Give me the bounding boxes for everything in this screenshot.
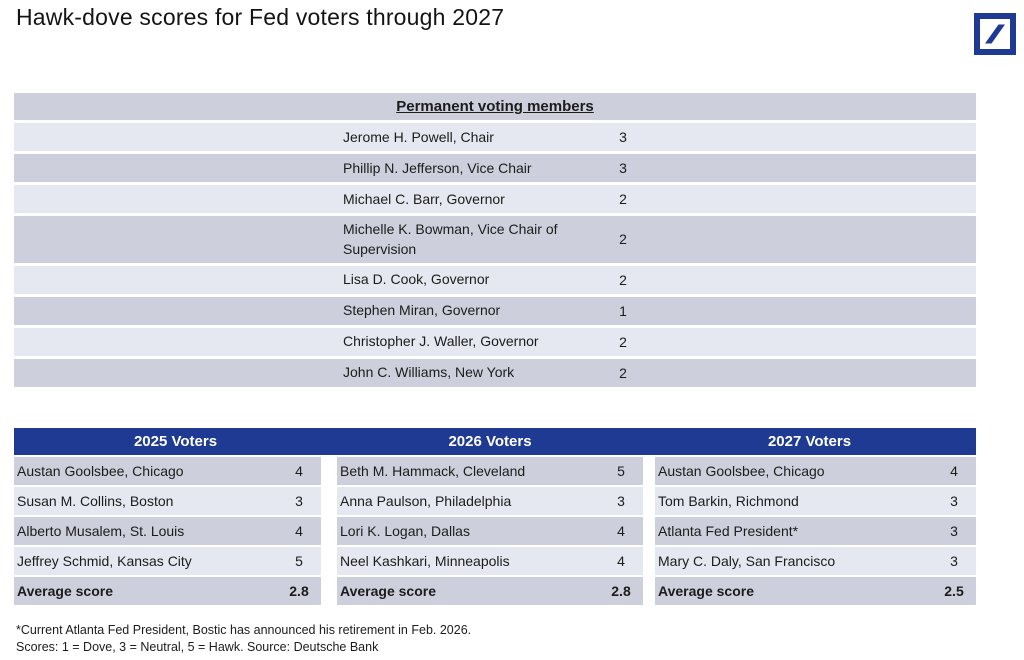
average-score: 2.8 [289,583,309,599]
voter-name: Austan Goolsbee, Chicago [658,463,825,479]
voters-header-2025: 2025 Voters [133,433,218,450]
voter-score: 4 [295,463,303,479]
db-slash-square-icon [974,13,1016,55]
voter-cell: Tom Barkin, Richmond 3 [655,487,976,515]
footnote-atlanta: *Current Atlanta Fed President, Bostic h… [16,623,472,637]
voter-cell: Lori K. Logan, Dallas 4 [337,517,643,545]
member-row: Michelle K. Bowman, Vice Chair of Superv… [14,216,976,263]
voters-header-2026: 2026 Voters [448,433,532,450]
member-row: Christopher J. Waller, Governor 2 [14,327,976,356]
voter-cell: Mary C. Daly, San Francisco 3 [655,547,976,575]
member-score: 3 [619,129,627,145]
average-label: Average score [340,583,436,599]
page-title: Hawk-dove scores for Fed voters through … [16,4,505,30]
voter-row: Jeffrey Schmid, Kansas City 5 Neel Kashk… [14,547,976,575]
voters-table: 2025 Voters 2026 Voters 2027 Voters Aust… [14,428,976,605]
permanent-table-header-label: Permanent voting members [396,98,594,115]
member-name: Stephen Miran, Governor [343,302,501,319]
member-row: Lisa D. Cook, Governor 2 [14,265,976,294]
member-score: 2 [619,191,627,207]
voter-score: 4 [617,553,625,569]
member-name: Phillip N. Jefferson, Vice Chair [343,159,532,176]
member-name: Lisa D. Cook, Governor [343,271,490,288]
voter-name: Austan Goolsbee, Chicago [17,463,184,479]
member-score: 3 [619,160,627,176]
member-name: Christopher J. Waller, Governor [343,333,539,350]
voter-score: 3 [950,493,958,509]
voter-cell: Austan Goolsbee, Chicago 4 [14,457,321,485]
average-row: Average score 2.8 Average score 2.8 Aver… [14,577,976,605]
member-score: 2 [619,231,627,248]
average-label: Average score [17,583,113,599]
voter-name: Mary C. Daly, San Francisco [658,553,836,569]
voter-name: Tom Barkin, Richmond [658,493,799,509]
average-score: 2.5 [944,583,964,599]
voter-name: Susan M. Collins, Boston [17,493,174,509]
average-score: 2.8 [611,583,631,599]
permanent-voters-table: Permanent voting members Jerome H. Powel… [14,93,976,387]
voter-score: 3 [950,553,958,569]
member-row: John C. Williams, New York 2 [14,358,976,387]
permanent-table-header: Permanent voting members [14,93,976,120]
deutsche-bank-logo [974,13,1016,55]
voter-name: Neel Kashkari, Minneapolis [340,553,510,569]
member-score: 1 [619,302,627,319]
voter-name: Jeffrey Schmid, Kansas City [17,553,192,569]
voter-score: 5 [617,463,625,479]
voters-table-header: 2025 Voters 2026 Voters 2027 Voters [14,428,976,455]
member-row: Michael C. Barr, Governor 2 [14,185,976,213]
voter-cell: Jeffrey Schmid, Kansas City 5 [14,547,321,575]
member-row: Jerome H. Powell, Chair 3 [14,123,976,151]
member-score: 2 [619,364,627,381]
voter-score: 5 [295,553,303,569]
voter-row: Susan M. Collins, Boston 3 Anna Paulson,… [14,487,976,515]
member-name: Jerome H. Powell, Chair [343,128,494,145]
footnote-scores-source: Scores: 1 = Dove, 3 = Neutral, 5 = Hawk.… [16,640,379,654]
voter-cell: Anna Paulson, Philadelphia 3 [337,487,643,515]
member-name: John C. Williams, New York [343,364,515,381]
average-cell: Average score 2.8 [14,577,321,605]
voter-name: Lori K. Logan, Dallas [340,523,470,539]
voter-name: Anna Paulson, Philadelphia [340,493,512,509]
voter-name: Atlanta Fed President* [658,523,799,539]
average-cell: Average score 2.8 [337,577,643,605]
voters-header-2027: 2027 Voters [767,433,852,450]
voter-cell: Austan Goolsbee, Chicago 4 [655,457,976,485]
voter-row: Austan Goolsbee, Chicago 4 Beth M. Hamma… [14,457,976,485]
voter-row: Alberto Musalem, St. Louis 4 Lori K. Log… [14,517,976,545]
member-score: 2 [619,271,627,288]
member-name: Michelle K. Bowman, Vice Chair of Superv… [343,221,558,258]
voter-cell: Alberto Musalem, St. Louis 4 [14,517,321,545]
voter-name: Beth M. Hammack, Cleveland [340,463,526,479]
voter-score: 4 [295,523,303,539]
average-cell: Average score 2.5 [655,577,976,605]
voter-score: 4 [617,523,625,539]
voter-cell: Beth M. Hammack, Cleveland 5 [337,457,643,485]
voter-cell: Neel Kashkari, Minneapolis 4 [337,547,643,575]
voter-score: 3 [295,493,303,509]
member-row: Stephen Miran, Governor 1 [14,296,976,325]
member-score: 2 [619,333,627,350]
member-name: Michael C. Barr, Governor [343,190,505,207]
voter-cell: Atlanta Fed President* 3 [655,517,976,545]
footnotes: *Current Atlanta Fed President, Bostic h… [16,622,471,656]
member-row: Phillip N. Jefferson, Vice Chair 3 [14,154,976,182]
voter-score: 4 [950,463,958,479]
voter-score: 3 [617,493,625,509]
voter-name: Alberto Musalem, St. Louis [17,523,185,539]
voter-score: 3 [950,523,958,539]
voter-cell: Susan M. Collins, Boston 3 [14,487,321,515]
average-label: Average score [658,583,754,599]
